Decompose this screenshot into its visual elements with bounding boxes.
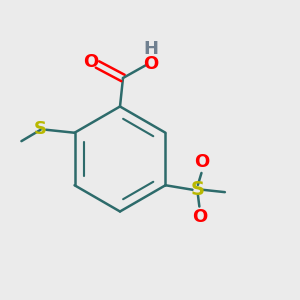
Text: O: O [144, 55, 159, 73]
Text: S: S [34, 120, 47, 138]
Text: O: O [194, 153, 209, 171]
Text: O: O [192, 208, 207, 226]
Text: O: O [83, 53, 98, 71]
Text: H: H [144, 40, 159, 58]
Text: S: S [191, 180, 205, 199]
